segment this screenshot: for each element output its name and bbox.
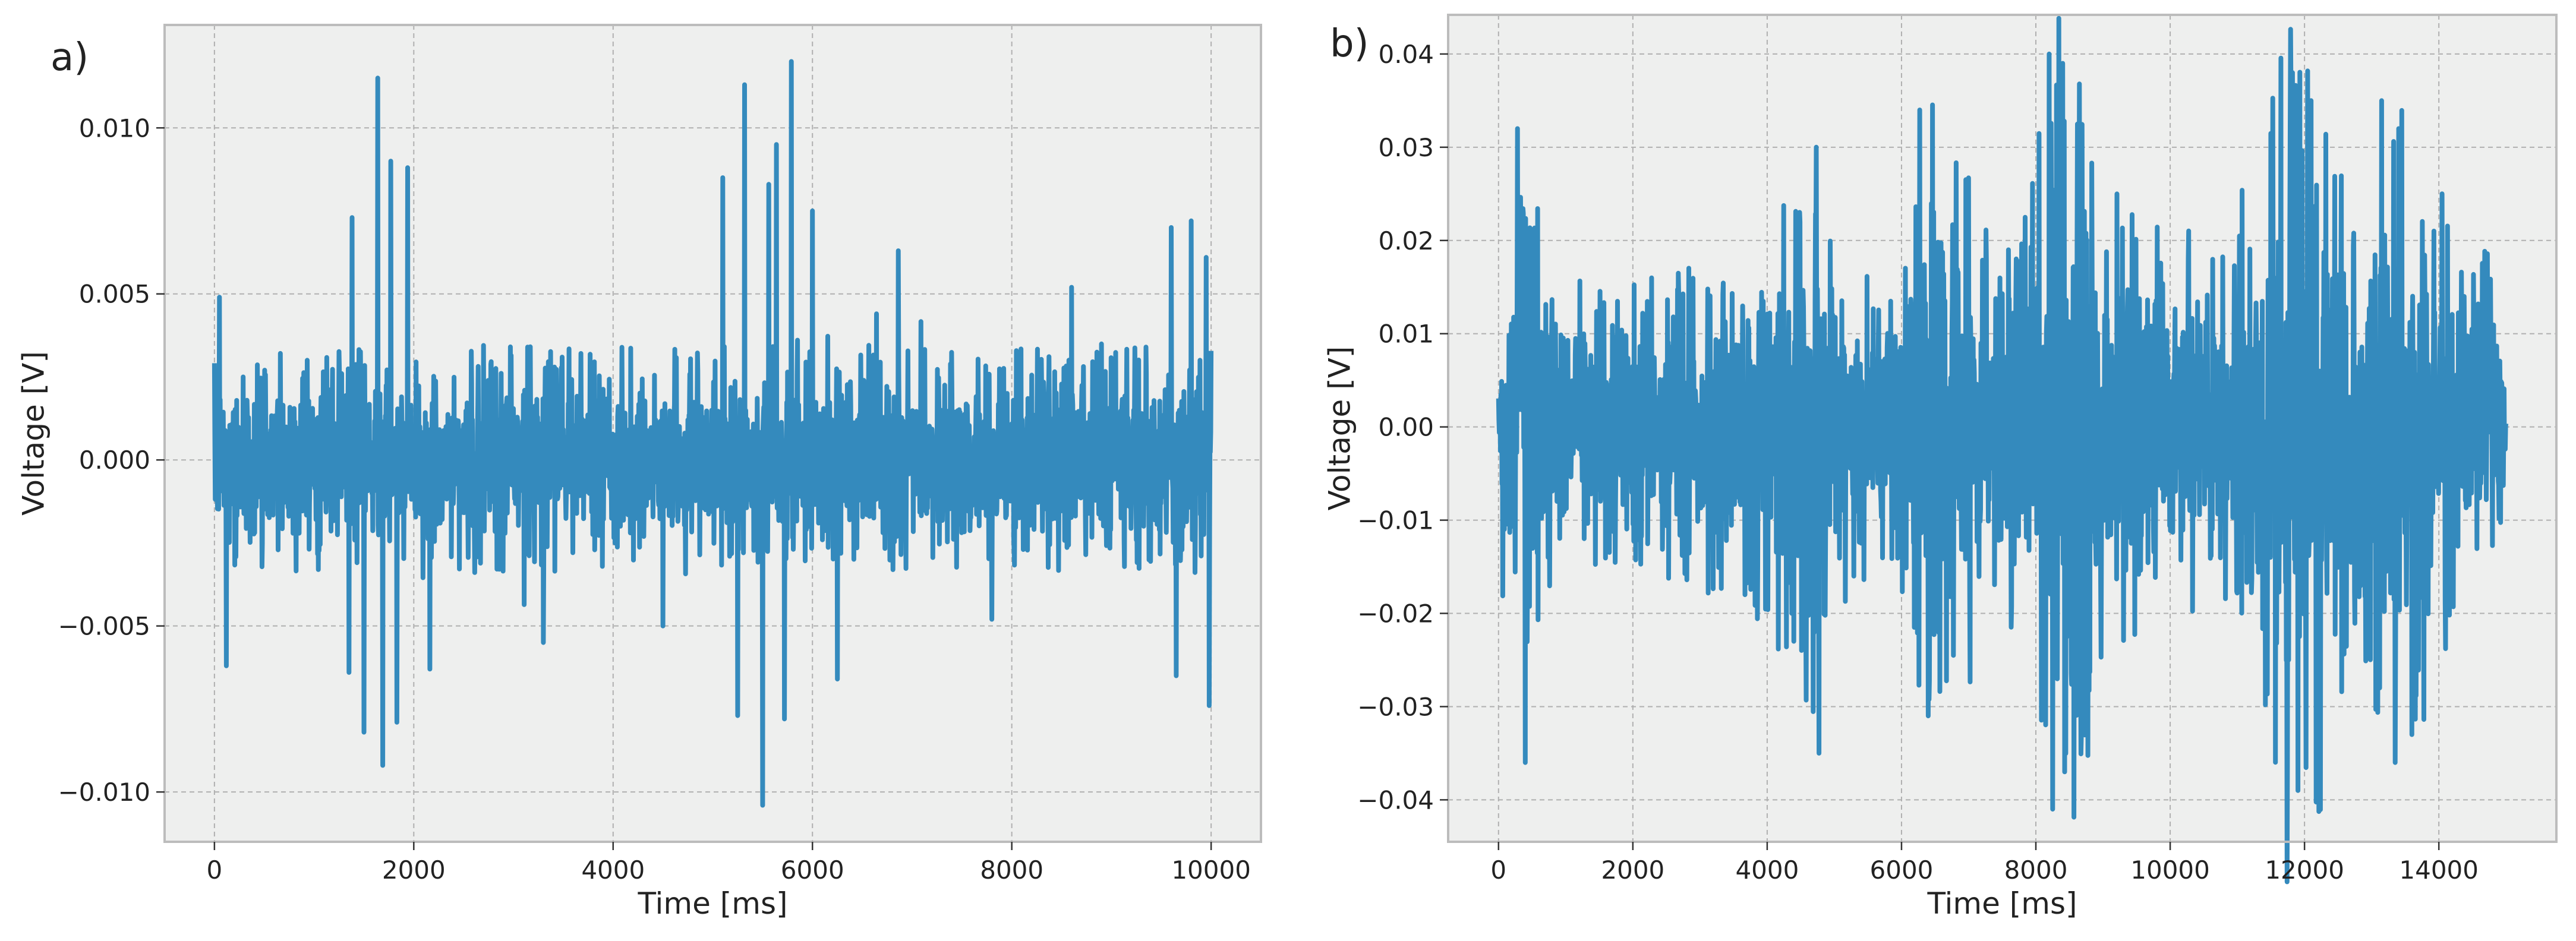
y-axis-label-a: Voltage [V] [17, 351, 51, 516]
x-tick-label: 2000 [1601, 855, 1664, 885]
x-axis-label-a: Time [ms] [637, 886, 787, 921]
x-axis-label-b: Time [ms] [1927, 886, 2077, 921]
plot-frame-b [1447, 14, 2558, 843]
x-tick-label: 10000 [1171, 855, 1251, 885]
y-tick-label: −0.005 [58, 612, 150, 641]
x-tick-label: 4000 [1735, 855, 1799, 885]
panel-b: 0 2000 4000 6000 8000 10000 12000 14000 −0.04 −0.… [1323, 14, 2558, 921]
y-tick-label: 0.04 [1378, 40, 1434, 69]
y-tick-label: 0.005 [79, 280, 150, 309]
ticks-a: 0 2000 4000 6000 8000 10000 −0.010 −0.005 0.000 0… [58, 113, 1251, 885]
y-tick-label: 0.00 [1378, 413, 1434, 442]
signal-line-a [212, 59, 1214, 808]
y-tick-label: −0.02 [1357, 599, 1434, 629]
x-tick-label: 6000 [1870, 855, 1934, 885]
panel-a: 0 2000 4000 6000 8000 10000 −0.010 −0.005 0.000 0… [17, 24, 1262, 921]
plot-frame-a [163, 24, 1262, 843]
y-tick-label: −0.010 [58, 778, 150, 807]
x-tick-label: 8000 [2004, 855, 2068, 885]
y-tick-label: 0.03 [1378, 133, 1434, 162]
x-tick-label: 10000 [2130, 855, 2210, 885]
x-tick-label: 14000 [2399, 855, 2479, 885]
panel-label-a: a) [51, 36, 89, 80]
signal-line-b [1496, 15, 2509, 885]
y-tick-label: −0.04 [1357, 785, 1434, 814]
y-tick-label: 0.02 [1378, 226, 1434, 255]
x-tick-label: 4000 [581, 855, 645, 885]
y-tick-label: 0.000 [79, 446, 150, 475]
panel-label-b: b) [1330, 22, 1369, 66]
x-tick-label: 6000 [781, 855, 844, 885]
x-tick-label: 12000 [2265, 855, 2344, 885]
y-tick-label: −0.03 [1357, 692, 1434, 721]
y-tick-label: 0.010 [79, 113, 150, 143]
x-tick-label: 0 [206, 855, 222, 885]
y-axis-label-b: Voltage [V] [1323, 346, 1357, 511]
x-tick-label: 2000 [382, 855, 446, 885]
ticks-b: 0 2000 4000 6000 8000 10000 12000 14000 −0.04 −0.… [1357, 40, 2479, 885]
y-tick-label: 0.01 [1378, 320, 1434, 349]
x-tick-label: 8000 [980, 855, 1043, 885]
x-tick-label: 0 [1490, 855, 1506, 885]
y-tick-label: −0.01 [1357, 506, 1434, 535]
